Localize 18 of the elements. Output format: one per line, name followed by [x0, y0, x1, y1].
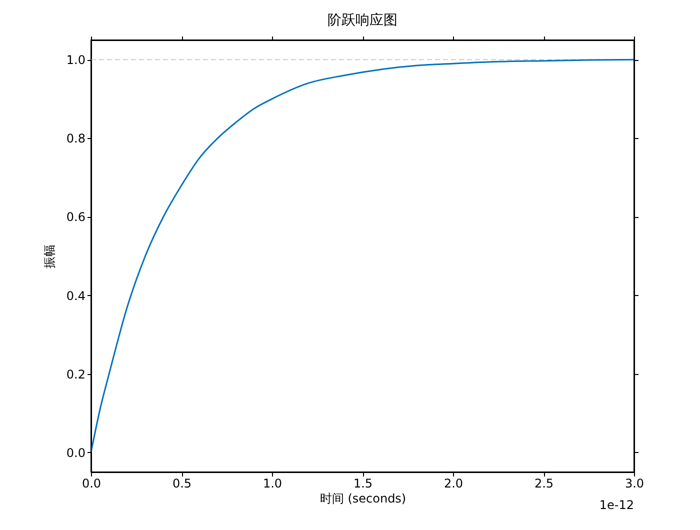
- x-tick-label: 2.5: [534, 476, 554, 490]
- line-series: [91, 58, 634, 454]
- y-tick-label: 0.4: [66, 288, 86, 303]
- y-tick-label: 0.6: [66, 210, 86, 224]
- text: 1e-12: [599, 498, 634, 512]
- x-tick-label: 3.0: [624, 476, 644, 490]
- x-axis-title: 时间 (seconds): [320, 492, 406, 506]
- x-tick-label: 0.0: [82, 476, 102, 490]
- chart-title: 阶跃响应图: [328, 12, 398, 28]
- x-tick-label: 1.5: [353, 476, 373, 490]
- x-tick-label: 1.0: [262, 476, 282, 490]
- x-tick-label: 2.0: [444, 476, 464, 490]
- y-tick-label: 0.8: [66, 132, 86, 146]
- y-tick-label: 0.2: [66, 367, 86, 382]
- y-tick-label: 1.0: [66, 53, 86, 68]
- y-axis-title: 振幅: [42, 244, 56, 268]
- x-tick-label: 0.5: [172, 476, 192, 490]
- y-tick-label: 0.0: [66, 446, 86, 460]
